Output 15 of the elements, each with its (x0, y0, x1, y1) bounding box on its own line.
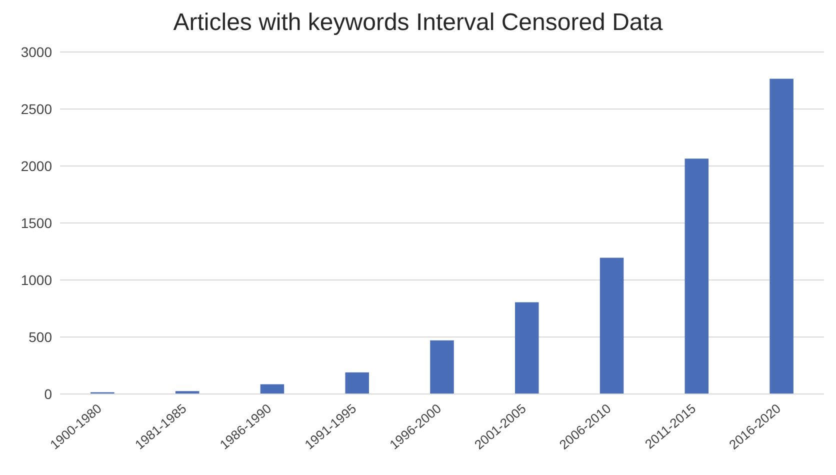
bar (345, 372, 369, 394)
y-tick-label: 2000 (20, 158, 52, 174)
y-tick-label: 1000 (20, 272, 52, 288)
bar (770, 78, 794, 394)
chart-title: Articles with keywords Interval Censored Data (172, 8, 664, 38)
bar (684, 158, 709, 394)
y-tick-label: 0 (44, 386, 52, 402)
y-tick-label: 3000 (20, 44, 52, 60)
bar (260, 384, 284, 394)
y-tick-label: 1500 (20, 214, 52, 231)
bar (430, 340, 454, 394)
y-tick-label: 2500 (20, 100, 52, 117)
bar (515, 302, 539, 394)
bar (600, 258, 624, 394)
y-tick-label: 500 (28, 328, 52, 345)
